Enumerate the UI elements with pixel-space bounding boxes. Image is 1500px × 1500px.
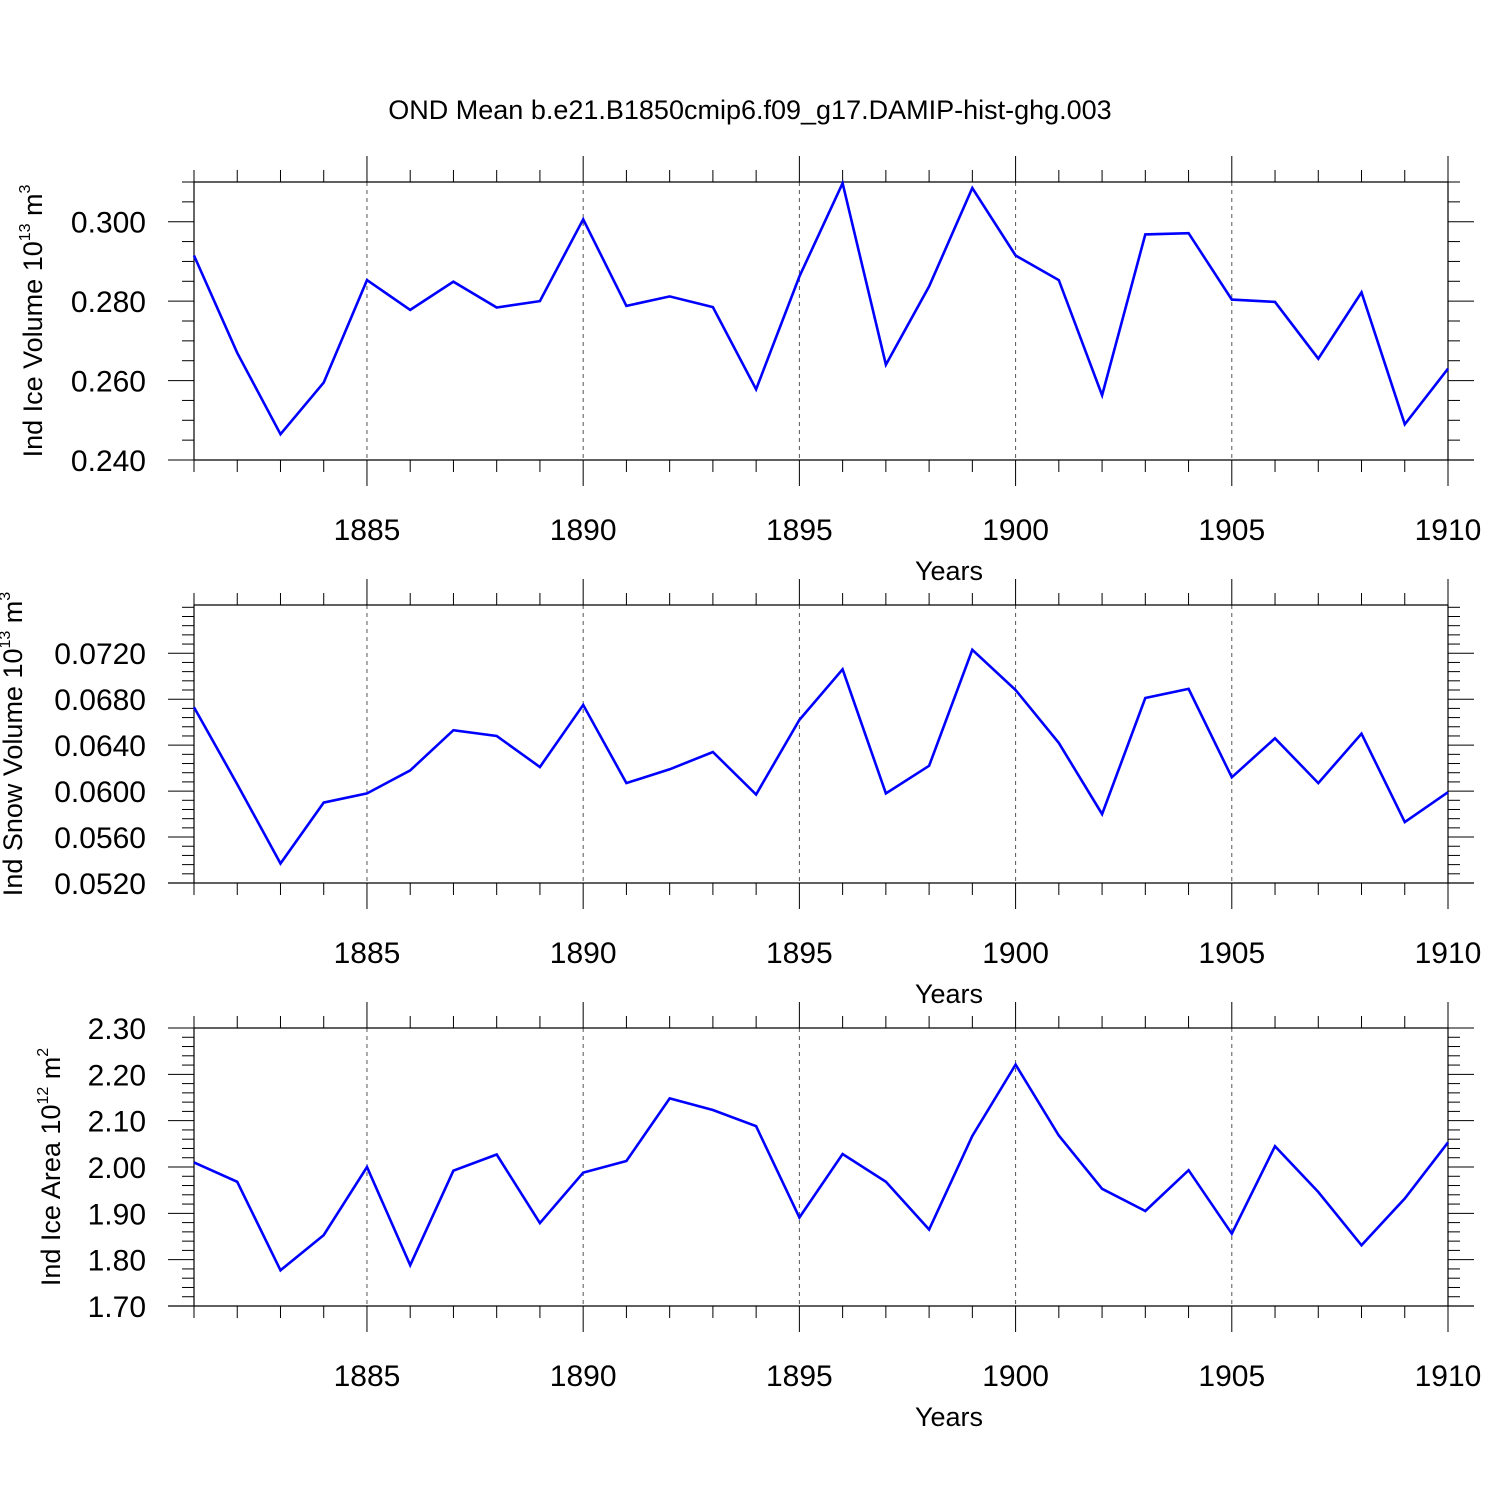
y-tick-label: 0.0640 xyxy=(54,730,146,763)
panel-3: 1885 1890 1895 1900 1905 1910 Years 1.70 1.80 1.9… xyxy=(35,1002,1481,1432)
y-tick-label: 0.240 xyxy=(71,445,146,478)
x-tick-label: 1905 xyxy=(1198,514,1265,547)
y-axis-label-part: m xyxy=(36,1057,66,1087)
y-tick-label: 0.280 xyxy=(71,286,146,319)
x-tick-label: 1885 xyxy=(334,1360,401,1393)
y-axis-label-part: m xyxy=(18,193,48,223)
panel-1: 1885 1890 1895 1900 1905 1910 Years 0.240 0.260 0… xyxy=(17,156,1481,586)
y-tick-label: 0.0600 xyxy=(54,776,146,809)
figure-title: OND Mean b.e21.B1850cmip6.f09_g17.DAMIP-… xyxy=(388,95,1111,125)
y-tick-label: 1.80 xyxy=(88,1245,146,1278)
y-tick-label: 2.30 xyxy=(88,1013,146,1046)
x-axis-label: Years xyxy=(915,1402,983,1432)
y-tick-label: 0.0560 xyxy=(54,822,146,855)
y-axis-label-superscript: 13 xyxy=(0,631,14,649)
y-axis-label-superscript: 3 xyxy=(17,184,34,193)
x-tick-label: 1900 xyxy=(982,1360,1049,1393)
y-tick-label: 0.0680 xyxy=(54,684,146,717)
x-tick-label: 1890 xyxy=(550,937,617,970)
y-axis-label-part: Ind Snow Volume 10 xyxy=(0,649,28,897)
y-tick-label: 1.90 xyxy=(88,1198,146,1231)
series-line xyxy=(192,179,1450,437)
y-axis-label: Ind Snow Volume 1013 m3 xyxy=(0,592,28,896)
y-axis-label: Ind Ice Area 1012 m2 xyxy=(35,1048,66,1286)
y-axis-label-superscript: 13 xyxy=(17,223,34,241)
x-tick-label: 1885 xyxy=(334,514,401,547)
x-tick-label: 1890 xyxy=(550,514,617,547)
y-tick-label: 1.70 xyxy=(88,1291,146,1324)
x-axis-label: Years xyxy=(915,556,983,586)
y-tick-label: 2.20 xyxy=(88,1059,146,1092)
x-axis-label: Years xyxy=(915,979,983,1009)
y-axis-label-part: Ind Ice Volume 10 xyxy=(18,241,48,457)
x-tick-label: 1910 xyxy=(1415,937,1482,970)
x-tick-label: 1890 xyxy=(550,1360,617,1393)
y-tick-label: 0.300 xyxy=(71,207,146,240)
x-tick-label: 1910 xyxy=(1415,514,1482,547)
y-tick-label: 2.00 xyxy=(88,1152,146,1185)
series-line xyxy=(193,1062,1450,1273)
x-tick-label: 1885 xyxy=(334,937,401,970)
y-tick-label: 2.10 xyxy=(88,1106,146,1139)
y-tick-label: 0.260 xyxy=(71,366,146,399)
y-axis-label: Ind Ice Volume 1013 m3 xyxy=(17,184,48,457)
y-axis-label-part: m xyxy=(0,601,28,631)
series-line xyxy=(192,647,1449,866)
x-tick-label: 1910 xyxy=(1415,1360,1482,1393)
y-axis-label-part: Ind Ice Area 10 xyxy=(36,1105,66,1287)
x-tick-label: 1900 xyxy=(982,937,1049,970)
y-axis-label-superscript: 3 xyxy=(0,592,14,601)
x-tick-label: 1905 xyxy=(1198,1360,1265,1393)
x-tick-label: 1895 xyxy=(766,1360,833,1393)
y-axis-label-superscript: 12 xyxy=(35,1087,52,1105)
x-tick-label: 1895 xyxy=(766,514,833,547)
y-axis-label-superscript: 2 xyxy=(35,1048,52,1057)
x-tick-label: 1905 xyxy=(1198,937,1265,970)
x-tick-label: 1900 xyxy=(982,514,1049,547)
panels: 1885 1890 1895 1900 1905 1910 Years 0.240 0.260 0… xyxy=(0,156,1481,1432)
x-tick-label: 1895 xyxy=(766,937,833,970)
y-tick-label: 0.0520 xyxy=(54,868,146,901)
y-tick-label: 0.0720 xyxy=(54,638,146,671)
panel-2: 1885 1890 1895 1900 1905 1910 Years 0.0520 0.056… xyxy=(0,579,1481,1009)
